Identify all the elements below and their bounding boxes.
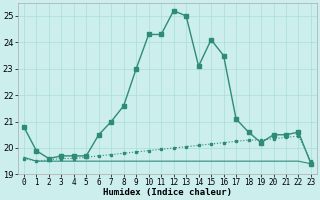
X-axis label: Humidex (Indice chaleur): Humidex (Indice chaleur) [103, 188, 232, 197]
